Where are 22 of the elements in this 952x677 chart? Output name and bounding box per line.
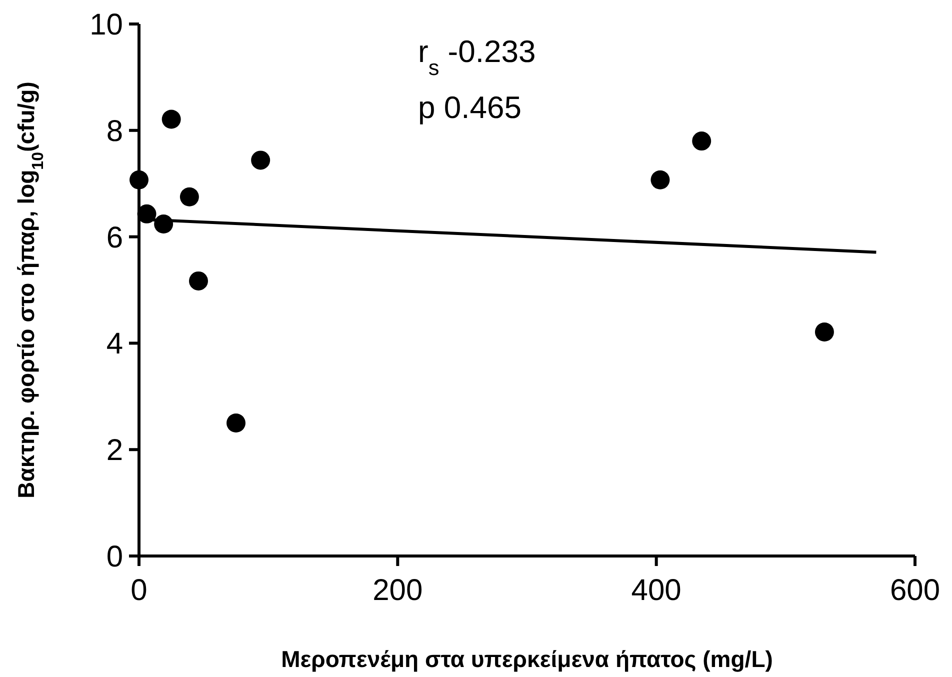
point: [162, 110, 181, 129]
y-tick-label: 8: [106, 114, 123, 148]
y-tick-label: 6: [106, 221, 123, 254]
annotation: p 0.465: [418, 90, 522, 125]
point: [650, 170, 670, 190]
x-tick-label: 0: [130, 574, 148, 607]
y-tick-label: 4: [106, 328, 123, 361]
point: [226, 414, 246, 432]
x-tick-label: 600: [890, 574, 940, 607]
point: [251, 150, 270, 170]
point: [814, 322, 834, 342]
x-tick-label: 400: [631, 574, 682, 607]
point: [130, 170, 148, 190]
point: [180, 187, 199, 206]
y-tick-label: 0: [106, 540, 123, 574]
point: [188, 271, 208, 290]
x-tick-label: 200: [372, 574, 423, 607]
point: [692, 132, 712, 151]
y-tick-label: 10: [90, 8, 123, 42]
y-tick-label: 2: [106, 434, 123, 468]
annotation: r$_{s}$ -0.233: [418, 34, 536, 80]
x-axis-title: Μεροπενέμη στα υπερκείμενα ήπατος (mg/L): [281, 646, 773, 672]
